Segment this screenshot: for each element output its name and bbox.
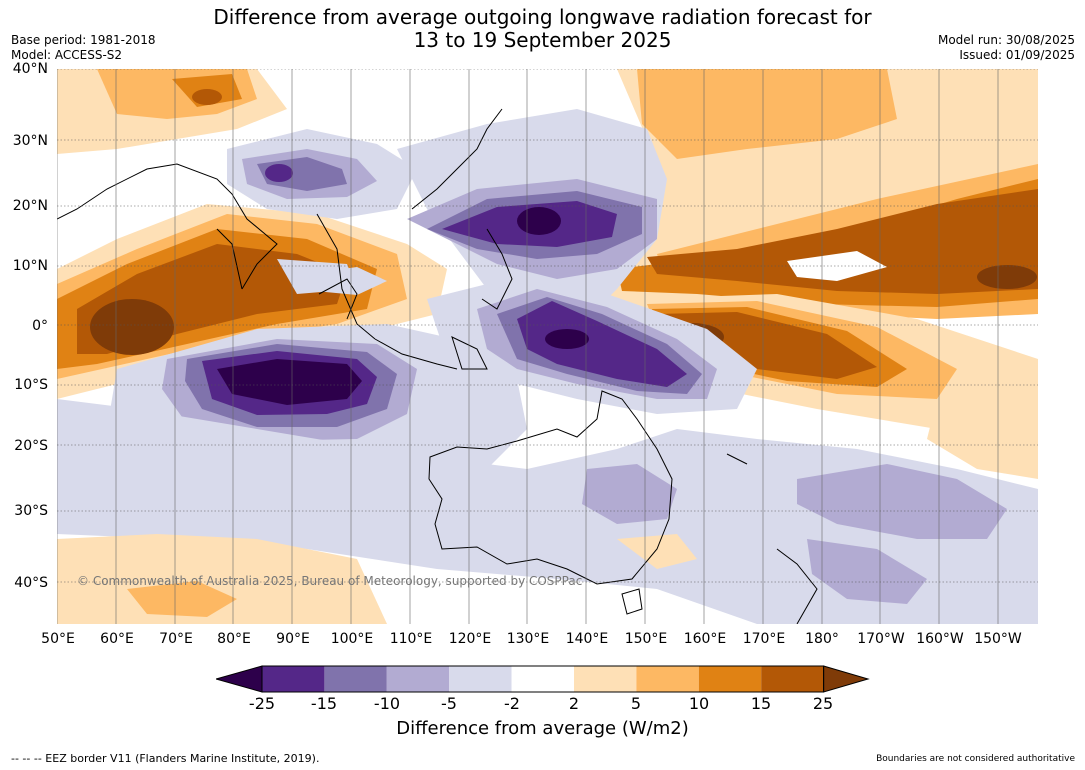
lat-label-10n: 10°N [12,258,48,274]
map-meridians [57,69,999,624]
lon-label-180: 180° [805,631,839,647]
lon-label-90e: 90°E [276,631,310,647]
colorbar-tick-8: 10 [688,694,710,713]
colorbar-tick-5: -2 [504,694,520,713]
ocean-map: © Commonwealth of Australia 2025, Bureau… [57,69,1038,624]
lat-label-30s: 30°S [14,503,48,519]
lon-label-120e: 120°E [448,631,492,647]
colorbar-min-extend [216,665,263,693]
lat-label-40s: 40°S [14,575,48,591]
colorbar-tick-9: 15 [750,694,772,713]
colorbar-max-extend [823,665,870,693]
negative-anomaly-west-pacific [397,109,667,329]
colorbar-tick-1: -25 [248,694,276,713]
lat-label-equator: 0° [32,318,48,334]
colorbar-swatch-1 [262,666,325,692]
copyright-notice: © Commonwealth of Australia 2025, Bureau… [77,574,582,588]
colorbar-swatch-4 [449,666,512,692]
negative-anomaly-south-asia [227,129,417,295]
lon-label-160e: 160°E [683,631,727,647]
colorbar [216,665,870,693]
olr-anomaly-map: © Commonwealth of Australia 2025, Bureau… [57,69,1038,624]
lat-label-20n: 20°N [12,198,48,214]
colorbar-tick-4: -5 [441,694,457,713]
colorbar-tick-7: 5 [630,694,642,713]
lon-label-70e: 70°E [159,631,193,647]
lon-label-140e: 140°E [565,631,609,647]
lon-label-60e: 60°E [100,631,134,647]
lon-label-100e: 100°E [330,631,374,647]
map-title-line2: 13 to 19 September 2025 [413,28,672,52]
lon-label-50e: 50°E [41,631,75,647]
colorbar-label: Difference from average (W/m2) [396,718,689,739]
lon-label-150e: 150°E [624,631,668,647]
lat-label-20s: 20°S [14,438,48,454]
colorbar-swatch-6 [574,666,637,692]
eez-border-note: -- -- -- EEZ border V11 (Flanders Marine… [11,752,320,765]
colorbar-tick-6: 2 [568,694,580,713]
lon-label-170e: 170°E [742,631,786,647]
positive-anomaly-south-indian-ocean [57,389,1038,624]
lon-label-150w: 150°W [974,631,1022,647]
colorbar-swatch-7 [636,666,699,692]
lat-label-40n: 40°N [12,61,48,77]
lat-label-30n: 30°N [12,133,48,149]
map-gridlines [57,69,1038,583]
lon-label-110e: 110°E [389,631,433,647]
lat-label-10s: 10°S [14,377,48,393]
positive-anomaly-south-asia [57,69,287,154]
base-period-text: Base period: 1981-2018 [11,33,156,47]
positive-anomaly-equatorial-pacific [637,294,1038,449]
positive-anomaly-north-pacific [602,69,1038,324]
colorbar-tick-10: 25 [812,694,834,713]
lon-label-160w: 160°W [916,631,964,647]
lon-label-130e: 130°E [506,631,550,647]
model-run-text: Model run: 30/08/2025 [937,33,1075,47]
positive-anomaly-indian-ocean [57,204,447,399]
colorbar-swatch-3 [386,666,450,692]
colorbar-swatch-2 [324,666,387,692]
colorbar-swatch-9 [761,666,824,692]
map-title-line1: Difference from average outgoing longwav… [213,5,872,29]
model-name-text: Model: ACCESS-S2 [11,48,123,62]
colorbar-swatch-8 [698,666,762,692]
issued-date-text: Issued: 01/09/2025 [959,48,1075,62]
lon-label-170w: 170°W [857,631,905,647]
colorbar-tick-2: -15 [310,694,338,713]
coastlines [57,108,818,624]
colorbar-swatch-5 [511,666,574,692]
negative-anomaly-australia-south-pacific [57,399,1038,624]
colorbar-tick-3: -10 [373,694,401,713]
boundary-disclaimer: Boundaries are not considered authoritat… [876,754,1075,764]
lon-label-80e: 80°E [217,631,251,647]
